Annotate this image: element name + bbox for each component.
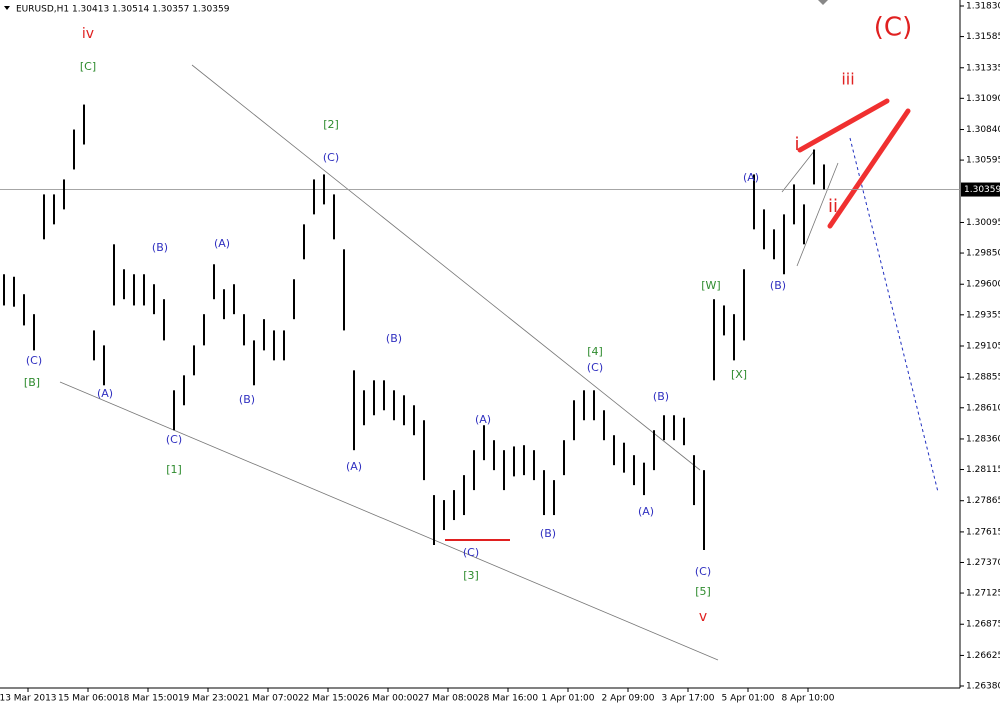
- current-price-box: [961, 182, 1000, 197]
- y-tick-label: 1.29850: [966, 249, 1000, 259]
- trend-line: [191, 64, 701, 471]
- x-tick-label: 26 Mar 00:00: [358, 694, 418, 704]
- x-tick-label: 5 Apr 01:00: [722, 694, 775, 704]
- wave-label: iv: [82, 26, 94, 42]
- wave-label: (B): [152, 241, 168, 254]
- wave-label: [W]: [701, 279, 720, 292]
- wave-label: [2]: [323, 118, 339, 131]
- wave-label: [1]: [166, 463, 182, 476]
- trend-lines: [59, 64, 839, 661]
- drawn-line: [797, 98, 890, 153]
- y-tick-label: 1.26380: [966, 682, 1000, 692]
- y-tick-label: 1.31335: [966, 63, 1000, 73]
- x-tick-label: 28 Mar 16:00: [478, 694, 538, 704]
- x-tick-label: 18 Mar 15:00: [118, 694, 178, 704]
- wave-label: iii: [841, 70, 854, 89]
- wave-label: ii: [828, 196, 838, 217]
- wave-label: (C): [166, 433, 182, 446]
- wave-label: (B): [770, 279, 786, 292]
- y-tick-label: 1.29600: [966, 280, 1000, 290]
- wave-label: [C]: [80, 60, 96, 73]
- wave-label: (C): [463, 546, 479, 559]
- wave-label: [3]: [463, 569, 479, 582]
- y-tick-label: 1.31830: [966, 2, 1000, 12]
- y-tick-label: 1.27615: [966, 527, 1000, 537]
- y-tick-label: 1.30095: [966, 218, 1000, 228]
- x-tick-label: 2 Apr 09:00: [602, 694, 655, 704]
- wave-label: (C): [874, 13, 912, 43]
- wave-label: [B]: [24, 376, 40, 389]
- x-tick-label: 15 Mar 06:00: [58, 694, 118, 704]
- wave-label: [4]: [587, 345, 603, 358]
- wave-label: [X]: [731, 368, 747, 381]
- wave-label: (C): [323, 151, 339, 164]
- y-tick-label: 1.28360: [966, 434, 1000, 444]
- wave-label: (C): [26, 354, 42, 367]
- wave-label: v: [699, 609, 707, 625]
- wave-label: i: [794, 134, 799, 155]
- wave-label: (A): [475, 413, 491, 426]
- y-tick-label: 1.28855: [966, 373, 1000, 383]
- y-tick-label: 1.26625: [966, 651, 1000, 661]
- wave-label: [5]: [695, 585, 711, 598]
- wave-label: (C): [587, 361, 603, 374]
- chart-title: EURUSD,H1 1.30413 1.30514 1.30357 1.3035…: [16, 5, 230, 15]
- wave-label: (A): [743, 171, 759, 184]
- current-price-label: 1.30359: [964, 185, 1000, 195]
- x-tick-label: 13 Mar 2013: [0, 694, 57, 704]
- projection-line: [849, 137, 939, 493]
- wave-label: (C): [695, 565, 711, 578]
- x-tick-label: 27 Mar 08:00: [418, 694, 478, 704]
- y-tick-label: 1.27125: [966, 589, 1000, 599]
- y-tick-label: 1.28115: [966, 465, 1000, 475]
- x-tick-label: 3 Apr 17:00: [662, 694, 715, 704]
- y-tick-label: 1.26875: [966, 620, 1000, 630]
- y-tick-label: 1.27865: [966, 496, 1000, 506]
- wave-label: (A): [97, 387, 113, 400]
- y-tick-label: 1.31090: [966, 94, 1000, 104]
- y-tick-label: 1.27370: [966, 558, 1000, 568]
- x-tick-label: 19 Mar 23:00: [178, 694, 238, 704]
- trend-line: [796, 162, 839, 267]
- y-tick-label: 1.29105: [966, 342, 1000, 352]
- y-tick-label: 1.30595: [966, 156, 1000, 166]
- wave-label: (A): [638, 505, 654, 518]
- wave-label: (A): [346, 460, 362, 473]
- menu-arrow: [4, 6, 10, 10]
- wave-label: (B): [540, 527, 556, 540]
- y-tick-label: 1.29355: [966, 310, 1000, 320]
- y-tick-label: 1.30840: [966, 125, 1000, 135]
- wave-label: (B): [653, 390, 669, 403]
- x-tick-label: 22 Mar 15:00: [298, 694, 358, 704]
- scroll-marker: [818, 0, 828, 5]
- y-tick-label: 1.28610: [966, 403, 1000, 413]
- wave-label: (B): [239, 393, 255, 406]
- x-tick-label: 1 Apr 01:00: [542, 694, 595, 704]
- x-tick-label: 8 Apr 10:00: [782, 694, 835, 704]
- wave-label: (A): [214, 237, 230, 250]
- y-tick-label: 1.31585: [966, 32, 1000, 42]
- wave-label: (B): [386, 332, 402, 345]
- x-tick-label: 21 Mar 07:00: [238, 694, 298, 704]
- trend-line: [781, 149, 816, 193]
- drawn-line: [827, 108, 911, 229]
- trend-line: [59, 381, 719, 661]
